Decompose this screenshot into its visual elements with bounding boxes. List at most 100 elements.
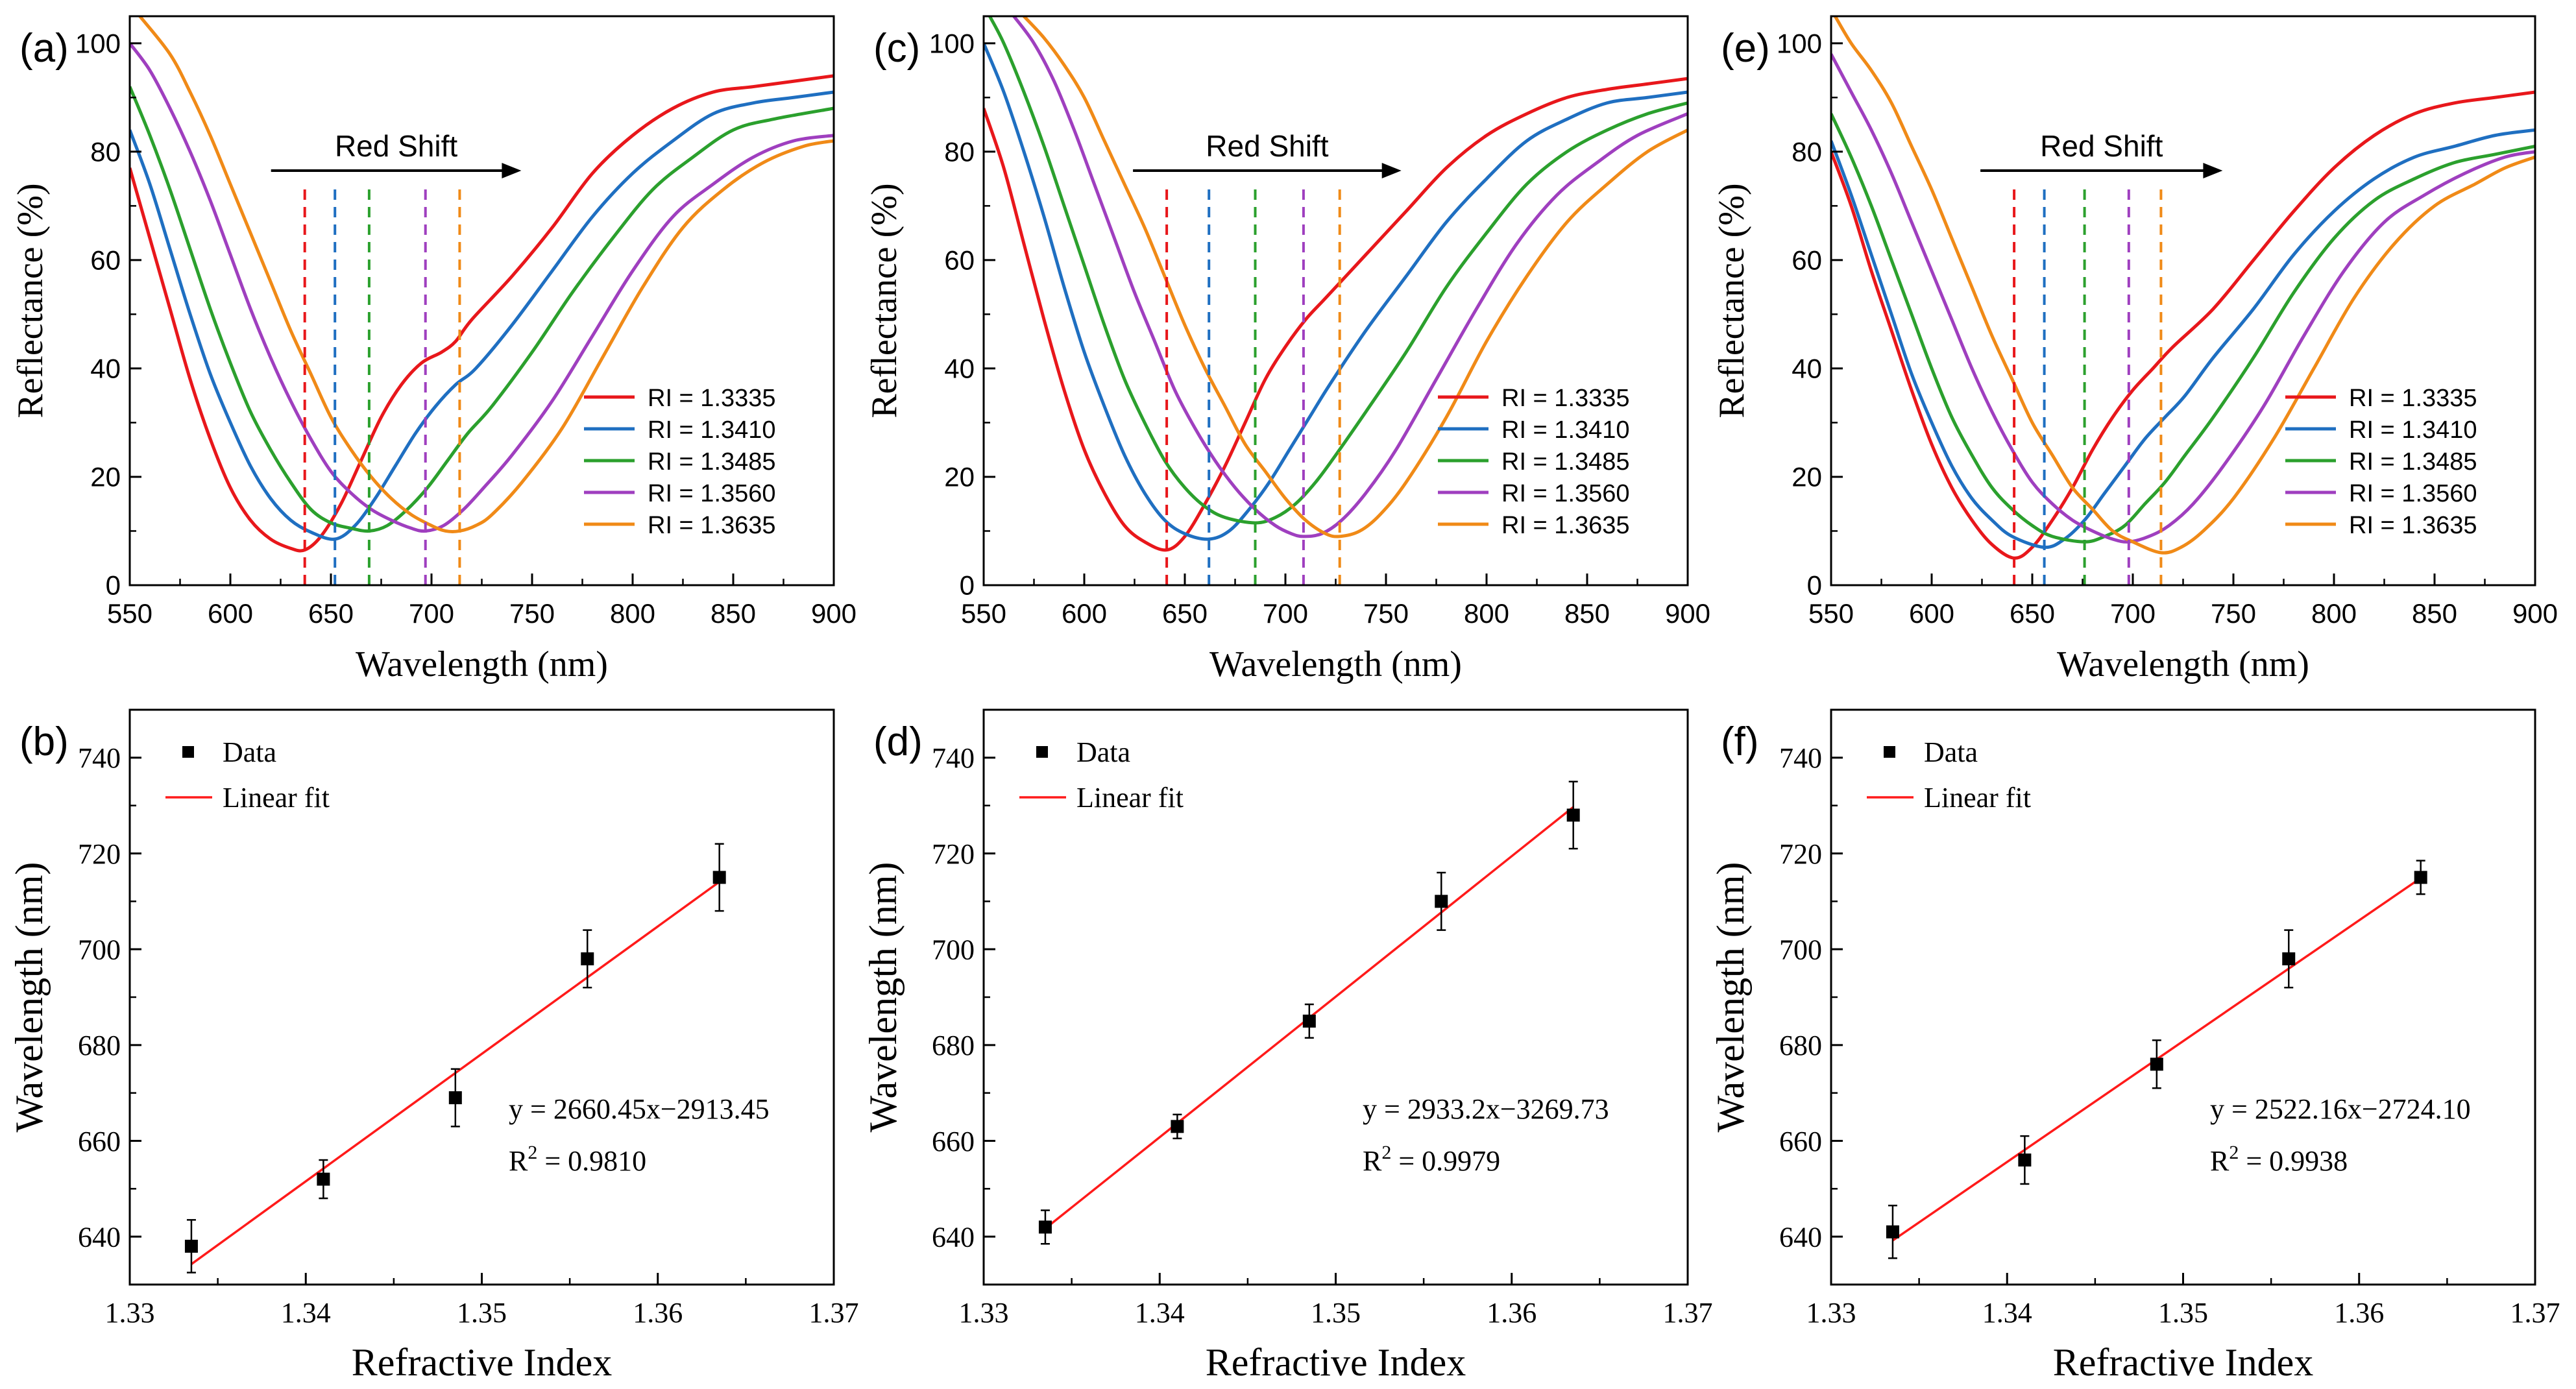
y-axis-label: Reflectance (%) xyxy=(10,183,51,418)
x-axis-label: Wavelength (nm) xyxy=(356,644,608,684)
y-tick-label: 20 xyxy=(944,462,975,492)
fit-equation: y = 2660.45x−2913.45 xyxy=(509,1093,770,1125)
x-tick-label: 550 xyxy=(961,598,1006,629)
legend-label: RI = 1.3485 xyxy=(2349,448,2477,476)
y-tick-label: 640 xyxy=(932,1222,975,1253)
x-tick-label: 1.34 xyxy=(281,1297,331,1329)
y-tick-label: 60 xyxy=(1792,245,1822,276)
legend-data-marker xyxy=(1884,746,1895,758)
panel-a: Red Shift RI = 1.3335 RI = 1.3410 RI = 1.34… xyxy=(10,15,857,684)
series-line xyxy=(1831,128,2535,550)
legend-label: RI = 1.3485 xyxy=(648,448,776,476)
x-axis-label: Refractive Index xyxy=(352,1341,612,1384)
plot-area xyxy=(130,16,834,585)
red-shift-arrowhead xyxy=(2203,163,2223,179)
series-line xyxy=(130,42,834,533)
x-tick-label: 700 xyxy=(2110,598,2156,629)
y-tick-label: 40 xyxy=(90,354,121,384)
x-tick-label: 750 xyxy=(509,598,555,629)
y-tick-label: 720 xyxy=(932,838,975,870)
r-squared-symbol: R xyxy=(2210,1145,2230,1177)
y-tick-label: 740 xyxy=(932,742,975,774)
y-tick-label: 640 xyxy=(78,1222,121,1253)
x-axis-label: Refractive Index xyxy=(1206,1341,1466,1384)
red-shift-label: Red Shift xyxy=(1206,129,1328,163)
y-tick-label: 20 xyxy=(1792,462,1822,492)
data-point xyxy=(1302,1014,1316,1028)
legend-label: RI = 1.3410 xyxy=(1501,417,1630,444)
panel-f: Data Linear fit y = 2522.16x−2724.10 R2 = 0… xyxy=(1709,708,2560,1384)
x-tick-label: 650 xyxy=(308,598,354,629)
legend-label: RI = 1.3635 xyxy=(648,512,776,539)
x-tick-label: 850 xyxy=(711,598,756,629)
x-tick-label: 1.33 xyxy=(1806,1297,1856,1329)
legend-label: RI = 1.3335 xyxy=(648,385,776,412)
series-line xyxy=(130,74,834,553)
series-line xyxy=(984,42,1688,541)
red-shift-arrowhead xyxy=(1381,163,1402,179)
r-squared-value: = 0.9979 xyxy=(1391,1145,1500,1177)
red-shift-label: Red Shift xyxy=(2040,129,2163,163)
x-tick-label: 850 xyxy=(2412,598,2457,629)
panel-e: Red Shift RI = 1.3335 RI = 1.3410 RI = 1.34… xyxy=(1712,15,2558,684)
r-squared: R2 = 0.9810 xyxy=(509,1142,646,1177)
panel-c: Red Shift RI = 1.3335 RI = 1.3410 RI = 1.34… xyxy=(864,15,1710,684)
legend-data-marker xyxy=(182,746,194,758)
x-tick-label: 1.37 xyxy=(2510,1297,2560,1329)
panel-label: (b) xyxy=(19,719,69,764)
series-line xyxy=(1834,16,2535,555)
y-tick-label: 680 xyxy=(1779,1030,1822,1061)
panel-d: Data Linear fit y = 2933.2x−3269.73 R2 = 0.… xyxy=(862,708,1713,1384)
y-tick-label: 80 xyxy=(90,137,121,167)
legend-fit-label: Linear fit xyxy=(1076,782,1184,814)
x-tick-label: 600 xyxy=(208,598,253,629)
legend-label: RI = 1.3410 xyxy=(648,417,776,444)
y-axis-label: Reflectance (%) xyxy=(864,183,905,418)
legend-label: RI = 1.3635 xyxy=(2349,512,2477,539)
x-tick-label: 800 xyxy=(1464,598,1509,629)
x-tick-label: 650 xyxy=(2010,598,2055,629)
plot-area xyxy=(984,16,1688,585)
series-line xyxy=(138,16,834,534)
legend-data-label: Data xyxy=(1076,736,1130,768)
x-tick-label: 550 xyxy=(1808,598,1854,629)
legend-label: RI = 1.3335 xyxy=(1501,385,1630,412)
data-point xyxy=(317,1172,330,1186)
r-squared-value: = 0.9938 xyxy=(2239,1145,2348,1177)
r-squared: R2 = 0.9938 xyxy=(2210,1142,2348,1177)
x-tick-label: 750 xyxy=(2211,598,2256,629)
y-tick-label: 40 xyxy=(944,354,975,384)
y-tick-label: 700 xyxy=(1779,934,1822,966)
y-tick-label: 40 xyxy=(1792,354,1822,384)
x-tick-label: 900 xyxy=(2512,598,2558,629)
y-tick-label: 700 xyxy=(932,934,975,966)
data-point xyxy=(448,1091,462,1105)
y-tick-label: 0 xyxy=(106,570,121,601)
y-tick-label: 100 xyxy=(1777,28,1822,58)
x-tick-label: 700 xyxy=(409,598,454,629)
data-point xyxy=(2018,1153,2032,1167)
series-line xyxy=(130,90,834,541)
x-tick-label: 1.33 xyxy=(105,1297,155,1329)
x-tick-label: 1.36 xyxy=(1487,1297,1537,1329)
r-squared-value: = 0.9810 xyxy=(537,1145,646,1177)
x-tick-label: 1.35 xyxy=(1311,1297,1361,1329)
y-tick-label: 60 xyxy=(90,245,121,276)
x-tick-label: 650 xyxy=(1162,598,1208,629)
series-line xyxy=(130,86,834,533)
data-point xyxy=(184,1239,198,1253)
red-shift-label: Red Shift xyxy=(335,129,457,163)
x-tick-label: 600 xyxy=(1062,598,1107,629)
legend-label: RI = 1.3560 xyxy=(1501,480,1630,507)
y-tick-label: 680 xyxy=(78,1030,121,1061)
x-tick-label: 1.37 xyxy=(809,1297,859,1329)
y-tick-label: 740 xyxy=(1779,742,1822,774)
y-axis-label: Wavelength (nm) xyxy=(862,862,905,1133)
fit-equation: y = 2522.16x−2724.10 xyxy=(2210,1093,2471,1125)
x-tick-label: 850 xyxy=(1564,598,1610,629)
x-tick-label: 900 xyxy=(1665,598,1710,629)
y-axis-label: Wavelength (nm) xyxy=(8,862,51,1133)
x-tick-label: 800 xyxy=(610,598,655,629)
x-tick-label: 900 xyxy=(811,598,857,629)
